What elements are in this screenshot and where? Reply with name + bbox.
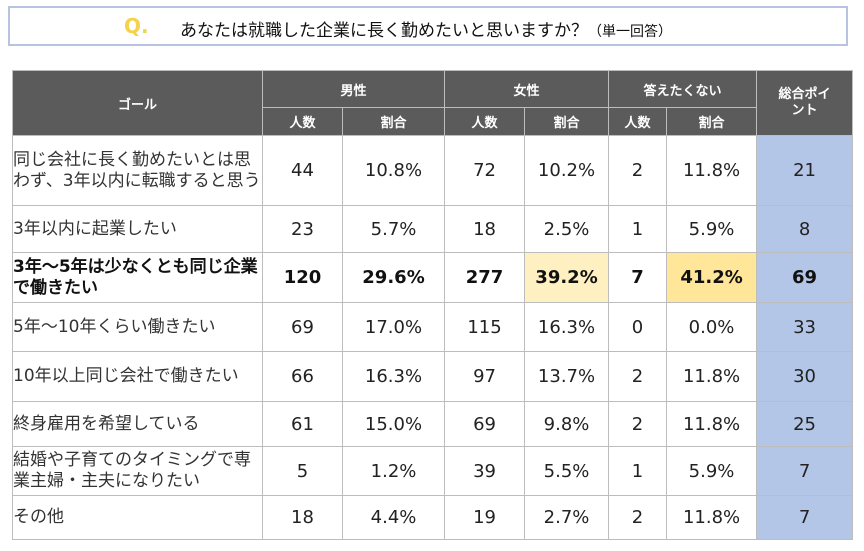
goal-header: ゴール	[12, 70, 263, 136]
table-row: 10年以上同じ会社で働きたい 66 16.3% 97 13.7% 2 11.8%…	[12, 351, 854, 402]
table-row: 5年～10年くらい働きたい 69 17.0% 115 16.3% 0 0.0% …	[12, 302, 854, 352]
cell-value: 18	[262, 495, 343, 540]
table-row: 結婚や子育てのタイミングで専業主婦・主夫になりたい 5 1.2% 39 5.5%…	[12, 446, 854, 496]
cell-points: 7	[756, 495, 854, 540]
group-header-male: 男性	[261, 70, 446, 108]
cell-value: 11.8%	[666, 401, 758, 447]
cell-points: 33	[756, 302, 854, 352]
cell-value: 5.5%	[524, 446, 610, 496]
cell-value: 5.7%	[341, 205, 446, 253]
cell-value: 18	[444, 205, 526, 253]
cell-value: 23	[262, 205, 343, 253]
subheader-count: 人数	[608, 107, 668, 136]
cell-value: 120	[262, 252, 343, 303]
results-table: ゴール 男性 女性 答えたくない 総合ポイント 人数 割合 人数 割合 人数 割…	[12, 70, 854, 540]
subheader-ratio: 割合	[341, 107, 446, 136]
cell-value: 0.0%	[666, 302, 758, 352]
cell-value: 277	[444, 252, 526, 303]
row-label: 同じ会社に長く勤めたいとは思わず、3年以内に転職すると思う	[12, 135, 263, 206]
cell-points: 30	[756, 351, 854, 402]
cell-value: 11.8%	[666, 135, 758, 206]
cell-value: 2.7%	[524, 495, 610, 540]
cell-value: 115	[444, 302, 526, 352]
cell-value: 19	[444, 495, 526, 540]
cell-points: 7	[756, 446, 854, 496]
cell-value: 5.9%	[666, 446, 758, 496]
table-row: 同じ会社に長く勤めたいとは思わず、3年以内に転職すると思う 44 10.8% 7…	[12, 135, 854, 206]
cell-value: 11.8%	[666, 351, 758, 402]
cell-value: 11.8%	[666, 495, 758, 540]
row-label: 結婚や子育てのタイミングで専業主婦・主夫になりたい	[12, 446, 263, 496]
cell-value-highlighted: 39.2%	[524, 252, 610, 303]
cell-value: 15.0%	[341, 401, 446, 447]
cell-points: 21	[756, 135, 854, 206]
question-note: （単一回答）	[588, 24, 672, 40]
row-label: 終身雇用を希望している	[12, 401, 263, 447]
cell-value: 16.3%	[524, 302, 610, 352]
cell-value-highlighted: 41.2%	[666, 252, 758, 303]
cell-value: 5.9%	[666, 205, 758, 253]
cell-value: 72	[444, 135, 526, 206]
cell-value: 4.4%	[341, 495, 446, 540]
cell-value: 1.2%	[341, 446, 446, 496]
question-mark: Q.	[124, 14, 149, 38]
group-header-no-answer: 答えたくない	[608, 70, 758, 108]
cell-value: 66	[262, 351, 343, 402]
subheader-ratio: 割合	[666, 107, 758, 136]
cell-value: 97	[444, 351, 526, 402]
cell-value: 39	[444, 446, 526, 496]
subheader-ratio: 割合	[524, 107, 610, 136]
cell-value: 2	[608, 135, 668, 206]
cell-value: 17.0%	[341, 302, 446, 352]
table-row: 3年以内に起業したい 23 5.7% 18 2.5% 1 5.9% 8	[12, 205, 854, 253]
cell-value: 10.2%	[524, 135, 610, 206]
cell-value: 44	[262, 135, 343, 206]
row-label: 10年以上同じ会社で働きたい	[12, 351, 263, 402]
cell-value: 2	[608, 495, 668, 540]
table-row: 3年～5年は少なくとも同じ企業で働きたい 120 29.6% 277 39.2%…	[12, 252, 854, 303]
cell-value: 5	[262, 446, 343, 496]
row-label: 3年以内に起業したい	[12, 205, 263, 253]
cell-value: 9.8%	[524, 401, 610, 447]
cell-points: 25	[756, 401, 854, 447]
row-label: その他	[12, 495, 263, 540]
cell-value: 1	[608, 205, 668, 253]
question-box: Q. あなたは就職した企業に長く勤めたいと思いますか？（単一回答）	[8, 6, 848, 46]
question-title: あなたは就職した企業に長く勤めたいと思いますか？	[180, 21, 588, 41]
cell-value: 0	[608, 302, 668, 352]
points-header: 総合ポイント	[756, 70, 854, 136]
cell-points: 8	[756, 205, 854, 253]
cell-value: 61	[262, 401, 343, 447]
row-label: 3年～5年は少なくとも同じ企業で働きたい	[12, 252, 263, 303]
subheader-count: 人数	[444, 107, 526, 136]
cell-value: 16.3%	[341, 351, 446, 402]
cell-value: 29.6%	[341, 252, 446, 303]
table-row: 終身雇用を希望している 61 15.0% 69 9.8% 2 11.8% 25	[12, 401, 854, 447]
points-header-text: 総合ポイント	[778, 87, 831, 118]
cell-value: 13.7%	[524, 351, 610, 402]
cell-value: 69	[444, 401, 526, 447]
subheader-count: 人数	[262, 107, 343, 136]
cell-value: 2.5%	[524, 205, 610, 253]
cell-points: 69	[756, 252, 854, 303]
cell-value: 2	[608, 401, 668, 447]
cell-value: 10.8%	[341, 135, 446, 206]
question-text: あなたは就職した企業に長く勤めたいと思いますか？（単一回答）	[180, 16, 672, 41]
group-header-female: 女性	[444, 70, 610, 108]
cell-value: 1	[608, 446, 668, 496]
row-label: 5年～10年くらい働きたい	[12, 302, 263, 352]
cell-value: 7	[608, 252, 668, 303]
cell-value: 69	[262, 302, 343, 352]
cell-value: 2	[608, 351, 668, 402]
table-row: その他 18 4.4% 19 2.7% 2 11.8% 7	[12, 495, 854, 540]
